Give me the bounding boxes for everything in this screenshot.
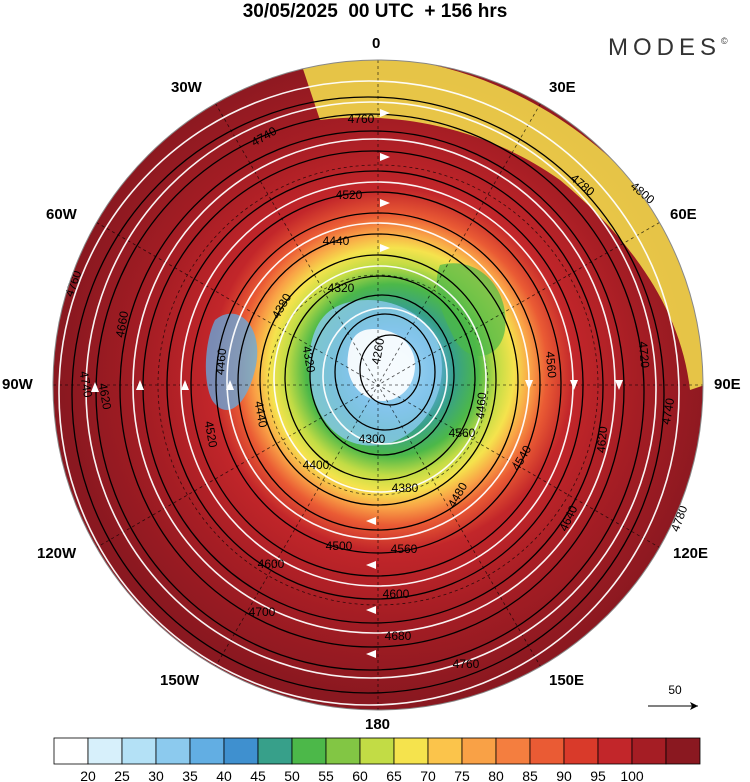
reference-vector: 50 <box>648 683 698 710</box>
contour-label: 4760 <box>348 112 375 126</box>
height-contours <box>71 96 665 694</box>
contour-label: 4320 <box>300 345 318 374</box>
contour-label: 4500 <box>326 539 353 553</box>
reference-vector-label: 50 <box>668 683 682 697</box>
longitude-label-30w: 30W <box>171 79 202 96</box>
contour-label: 4720 <box>636 341 652 369</box>
longitude-label-90w: 90W <box>2 376 33 393</box>
contour-label: 4660 <box>113 310 131 339</box>
longitude-label-180: 180 <box>365 716 391 733</box>
contour-label: 4440 <box>323 234 350 248</box>
contour-label: 4320 <box>328 281 355 295</box>
longitude-label-60w: 60W <box>46 206 77 223</box>
longitude-label-90e: 90E <box>714 376 741 393</box>
longitude-label-30e: 30E <box>549 79 576 96</box>
longitude-label-60e: 60E <box>670 206 697 223</box>
longitude-label-150e: 150E <box>549 672 585 689</box>
longitude-label-120w: 120W <box>37 545 77 562</box>
contour-label: 4520 <box>202 420 220 449</box>
longitude-label-0: 0 <box>372 35 381 52</box>
wind-arrowheads <box>91 109 623 658</box>
contour-labels: 4260 4300 4320 4320 4380 4380 4400 4440 … <box>62 112 690 671</box>
contour-label: 4760 <box>453 657 480 671</box>
contour-label: 4260 <box>369 337 387 366</box>
contour-label: 4560 <box>543 351 559 379</box>
contour-label: 4700 <box>249 605 276 619</box>
contour-label: 4520 <box>336 188 363 202</box>
contour-label: 4740 <box>77 370 95 399</box>
map-outline <box>52 59 704 711</box>
contour-label: 4440 <box>252 400 270 429</box>
chart-title: 30/05/2025 00 UTC + 156 hrs <box>242 1 508 22</box>
copyright-mark: © <box>721 36 728 46</box>
contour-label: 4300 <box>359 432 386 446</box>
brand-text: MODES <box>608 34 722 61</box>
contour-label: 4600 <box>258 557 285 571</box>
contour-label: 4680 <box>385 629 412 643</box>
brand-logo: MODES© <box>608 34 728 62</box>
contour-label: 4620 <box>96 382 114 411</box>
wind-streamlines <box>58 80 680 706</box>
contour-label: 4560 <box>449 426 476 440</box>
longitude-label-120e: 120E <box>673 545 709 562</box>
contour-label: 4560 <box>391 542 418 556</box>
longitude-label-150w: 150W <box>160 672 200 689</box>
contour-label: 4400 <box>303 458 330 472</box>
contour-label: 4620 <box>594 425 610 453</box>
contour-label: 4380 <box>392 481 419 495</box>
contour-label: 4600 <box>383 587 410 601</box>
contour-label: 4460 <box>473 391 489 419</box>
contour-label: 4740 <box>659 397 677 426</box>
contour-label: 4460 <box>213 347 229 375</box>
graticule <box>53 60 703 710</box>
